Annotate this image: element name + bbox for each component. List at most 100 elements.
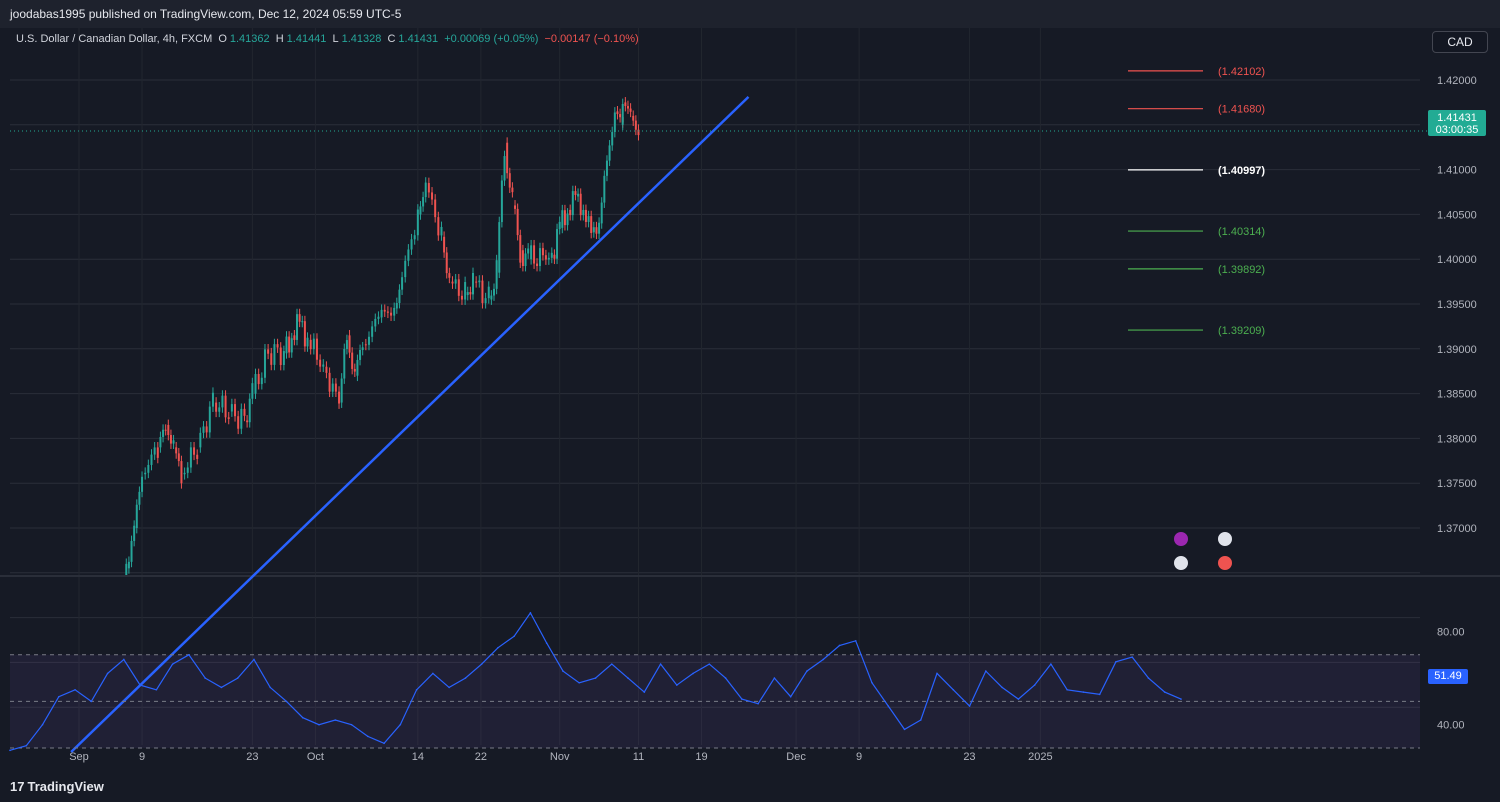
candle-body (519, 235, 522, 263)
candle-body (218, 407, 221, 412)
level-label: (1.40997) (1218, 165, 1265, 177)
rsi-point (871, 681, 873, 684)
candle-body (130, 540, 133, 562)
candle-body (521, 250, 524, 267)
candle-body (571, 191, 574, 216)
candle-body (331, 383, 334, 392)
candle-body (167, 424, 170, 435)
candle-body (506, 142, 509, 174)
x-tick-label: Sep (69, 751, 89, 763)
y-tick-label: 1.39000 (1437, 344, 1477, 356)
level-label: (1.39892) (1218, 264, 1265, 276)
candle-body (133, 525, 136, 541)
candle-body (301, 321, 304, 323)
x-tick-label: 11 (633, 751, 644, 763)
candle-body (276, 344, 279, 348)
candle-body (147, 464, 150, 473)
candle-body (270, 353, 273, 365)
candle-body (500, 180, 503, 223)
rsi-point (936, 672, 938, 675)
y-tick-label: 1.37500 (1437, 478, 1477, 490)
trend-line (70, 95, 750, 753)
candle-body (199, 432, 202, 448)
candle-body (353, 368, 356, 372)
x-tick-label: Oct (307, 751, 324, 763)
candle-body (340, 378, 343, 403)
candle-body (424, 182, 427, 198)
candle-body (563, 210, 566, 226)
candle-body (260, 377, 263, 385)
candle-body (306, 337, 309, 347)
candle-body (156, 447, 159, 458)
candle-body (475, 281, 478, 283)
candle-body (153, 447, 156, 455)
rsi-y-tick-label: 40.00 (1437, 720, 1465, 732)
tradingview-logo[interactable]: 17 TradingView (10, 779, 104, 794)
candle-body (457, 279, 460, 296)
y-tick-label: 1.38000 (1437, 433, 1477, 445)
symbol-name[interactable]: U.S. Dollar / Canadian Dollar, 4h, FXCM (16, 33, 213, 45)
level-label: (1.40314) (1218, 226, 1265, 238)
x-tick-label: 9 (139, 751, 145, 763)
rsi-point (188, 654, 190, 656)
candle-body (481, 280, 484, 304)
candle-body (487, 286, 490, 299)
rsi-point (123, 658, 125, 661)
candle-body (401, 277, 404, 290)
x-tick-label: 19 (695, 751, 707, 763)
rsi-point (708, 663, 711, 665)
close-label: C (387, 33, 396, 45)
symbol-legend: U.S. Dollar / Canadian Dollar, 4h, FXCM … (16, 33, 642, 45)
candle-body (138, 491, 141, 505)
candle-body (595, 227, 598, 234)
candle-body (516, 208, 519, 236)
event-flash-icon[interactable] (1172, 530, 1190, 548)
candle-body (413, 235, 416, 240)
candle-body (419, 206, 422, 215)
candle-body (196, 454, 199, 459)
candle-body (309, 339, 312, 350)
rsi-point (545, 642, 548, 644)
canada-flag-icon[interactable] (1216, 554, 1234, 572)
rsi-point (1180, 698, 1182, 700)
y-tick-label: 1.38500 (1437, 389, 1477, 401)
candle-body (448, 273, 451, 278)
rsi-point (74, 688, 76, 691)
us-flag-icon[interactable] (1216, 530, 1234, 548)
candle-body (162, 429, 165, 437)
currency-button[interactable]: CAD (1432, 31, 1488, 53)
rsi-point (90, 700, 93, 703)
candle-body (319, 359, 322, 367)
candle-body (440, 226, 443, 236)
candle-body (135, 504, 138, 528)
candle-body (454, 279, 457, 284)
candle-body (150, 454, 153, 465)
rsi-y-tick-label: 80.00 (1437, 627, 1465, 639)
candle-body (224, 395, 227, 418)
y-tick-label: 1.37000 (1437, 523, 1477, 535)
candle-body (251, 383, 254, 399)
tradingview-mark-icon: 17 (10, 779, 25, 794)
candle-body (395, 303, 398, 309)
rsi-point (41, 723, 44, 726)
candle-body (407, 249, 410, 261)
us-flag-icon[interactable] (1172, 554, 1190, 572)
candle-body (177, 453, 180, 462)
y-tick-label: 1.39500 (1437, 299, 1477, 311)
rsi-point (919, 719, 922, 721)
rsi-point (741, 698, 743, 700)
rsi-point (610, 663, 613, 665)
candle-body (159, 436, 162, 448)
candle-body (164, 429, 167, 431)
candle-body (621, 104, 624, 125)
rsi-point (903, 728, 906, 731)
candle-body (380, 309, 383, 318)
candle-body (514, 205, 517, 209)
candle-body (613, 112, 616, 133)
open-label: O (218, 33, 227, 45)
candle-body (553, 254, 556, 259)
candle-body (561, 210, 564, 228)
candle-body (634, 120, 637, 130)
candle-body (141, 476, 144, 492)
